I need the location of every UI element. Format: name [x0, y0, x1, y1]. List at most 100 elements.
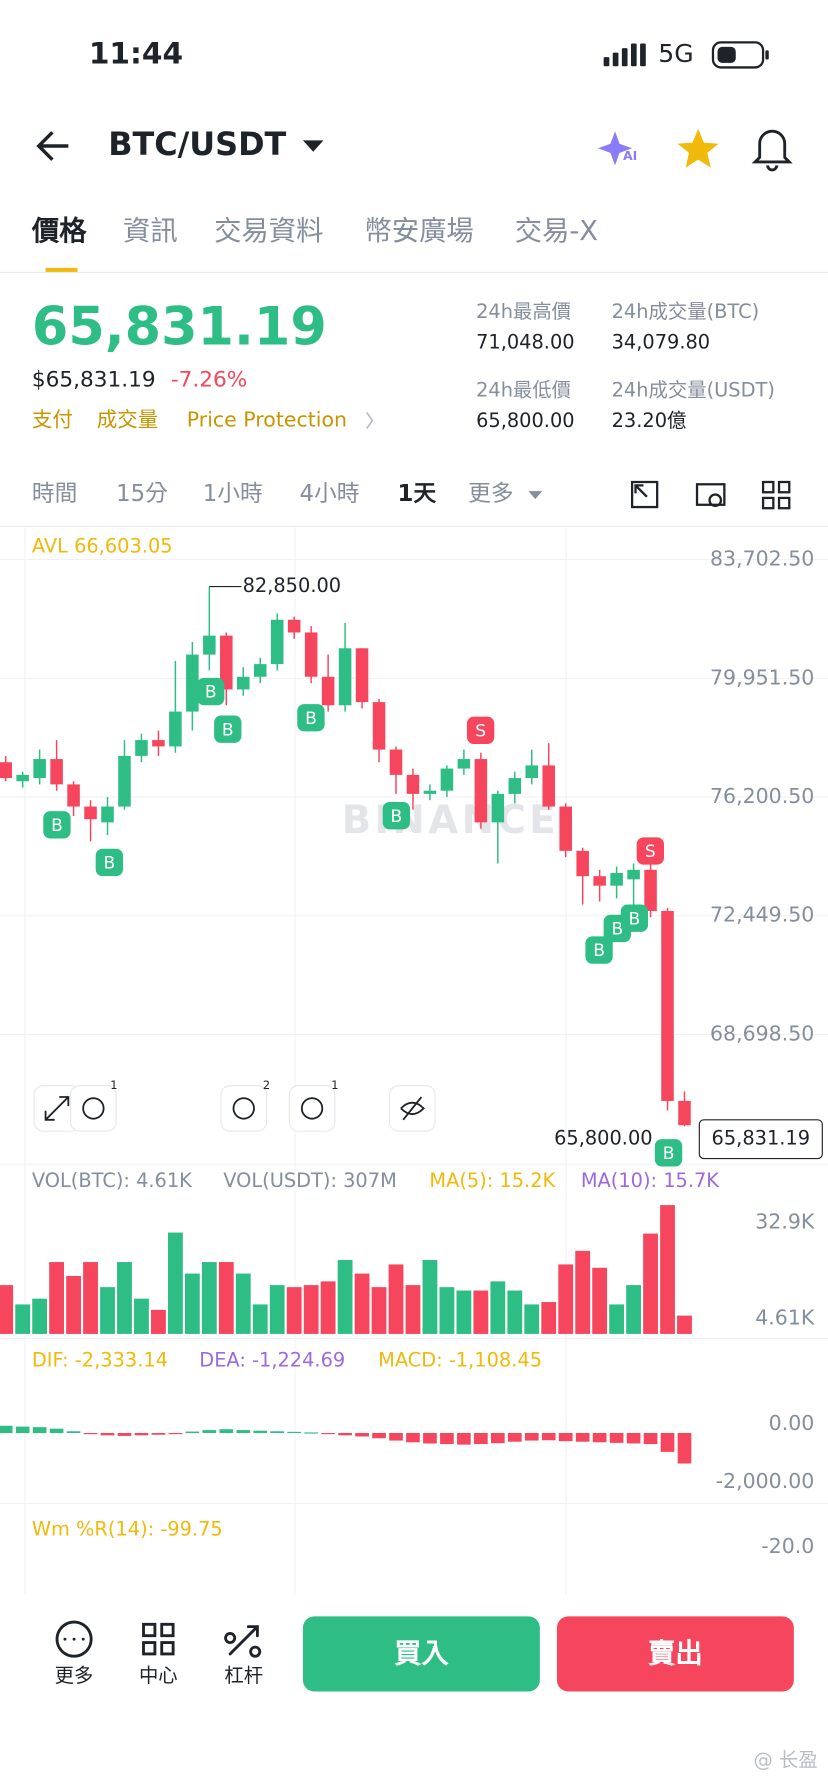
last-price-label: 65,831.19: [712, 1127, 811, 1150]
trade-marker-label: B: [222, 720, 234, 740]
macd-bar: [0, 1425, 13, 1434]
trade-marker-label: S: [475, 721, 486, 741]
macd-bar: [185, 1431, 200, 1434]
candle-body: [0, 762, 12, 779]
volume-bar: [252, 1304, 268, 1334]
volume-bar: [439, 1287, 455, 1334]
tool-badge: 1: [110, 1078, 117, 1092]
macd-legend: DIF: -2,333.14: [32, 1349, 168, 1372]
volume-bar: [405, 1285, 421, 1334]
macd-bar: [660, 1433, 675, 1452]
macd-bar: [626, 1433, 641, 1444]
ai-icon[interactable]: [597, 131, 633, 166]
candle-body: [661, 910, 674, 1101]
candle-body: [644, 869, 657, 911]
candle-body: [474, 759, 488, 823]
avl-label: AVL 66,603.05: [32, 534, 173, 557]
macd-bar: [440, 1433, 454, 1445]
wr-legend: Wm %R(14): -99.75: [32, 1517, 223, 1540]
action-label[interactable]: 更多: [55, 1664, 94, 1687]
pair-dropdown[interactable]: [302, 140, 324, 152]
action-label[interactable]: 中心: [139, 1664, 178, 1687]
more-dropdown[interactable]: [528, 491, 543, 500]
candle-body: [33, 759, 46, 779]
candle-body: [101, 806, 114, 823]
candle-body: [338, 648, 352, 706]
volume-bar: [354, 1273, 370, 1334]
interval[interactable]: 15分: [116, 481, 168, 507]
tab[interactable]: 交易資料: [214, 216, 323, 247]
y-tick-label: 0.00: [769, 1411, 815, 1435]
source-watermark: @ 长盈: [754, 1749, 818, 1772]
volume-bar: [286, 1287, 302, 1334]
tab[interactable]: 幣安廣場: [364, 216, 473, 247]
tool-glyphs: [44, 1096, 425, 1121]
macd-bar: [592, 1433, 607, 1443]
action-icon[interactable]: [224, 1625, 262, 1658]
trade-marker: [197, 677, 225, 706]
sell-button[interactable]: [556, 1616, 794, 1692]
candle-body: [576, 850, 589, 877]
sell-label[interactable]: 賣出: [648, 1639, 703, 1670]
macd-bar: [524, 1433, 539, 1441]
macd-bar: [558, 1433, 573, 1442]
tab[interactable]: 價格: [31, 216, 87, 247]
candle-body: [355, 648, 369, 703]
interval[interactable]: 更多: [468, 481, 514, 507]
chart-tools[interactable]: [33, 1085, 436, 1132]
stat-value: 65,800.00: [476, 409, 575, 432]
back-button[interactable]: [36, 131, 69, 161]
action-icon[interactable]: [55, 1620, 93, 1658]
macd-bar: [457, 1433, 471, 1445]
interval[interactable]: 1小時: [203, 481, 263, 507]
favorite-icon[interactable]: [677, 128, 719, 168]
volume-bar: [100, 1287, 115, 1334]
volume-bar: [0, 1285, 14, 1334]
clock: 11:44: [89, 36, 183, 70]
candle-body: [152, 740, 165, 747]
trade-marker: [297, 704, 325, 732]
candle-body: [508, 778, 522, 794]
action-label[interactable]: 杠杆: [224, 1664, 263, 1687]
interval[interactable]: 時間: [32, 481, 78, 507]
interval[interactable]: 1天: [397, 481, 436, 507]
volume-bar: [151, 1309, 166, 1334]
tab[interactable]: 交易-X: [515, 216, 598, 247]
volume-bar: [473, 1290, 489, 1334]
trade-marker: [214, 715, 242, 743]
candle-body: [287, 619, 301, 633]
macd-bar: [253, 1430, 268, 1434]
tab[interactable]: 資訊: [123, 216, 178, 247]
price-link[interactable]: 支付: [32, 407, 73, 431]
stat-label: 24h成交量(USDT): [612, 378, 775, 401]
candle-body: [610, 873, 623, 886]
chart-settings-icons[interactable]: [630, 480, 791, 510]
macd-bar: [287, 1431, 302, 1434]
volume-bar: [218, 1262, 234, 1334]
trade-marker-label: B: [205, 683, 217, 703]
interval[interactable]: 4小時: [300, 481, 360, 507]
trade-marker-label: B: [593, 941, 605, 961]
price-link[interactable]: Price Protection: [187, 407, 347, 431]
candle-body: [457, 759, 471, 769]
alert-icon[interactable]: [751, 129, 793, 172]
volume-legend: MA(10): 15.7K: [581, 1169, 720, 1192]
y-tick-label: 76,200.50: [710, 784, 814, 808]
candle-body: [593, 876, 606, 886]
buy-button[interactable]: [302, 1616, 540, 1692]
volume-bar: [371, 1287, 387, 1334]
macd-bar: [270, 1431, 285, 1434]
action-icon[interactable]: [142, 1622, 175, 1656]
trade-marker-label: B: [305, 709, 317, 729]
candle-body: [372, 702, 386, 750]
last-price-box: [698, 1119, 823, 1160]
macd-bar: [304, 1432, 318, 1434]
high-label: 82,850.00: [243, 574, 342, 597]
price-link[interactable]: 成交量: [97, 407, 159, 431]
low-label: 65,800.00: [554, 1127, 653, 1150]
buy-label[interactable]: 買入: [394, 1639, 449, 1670]
tab-indicator: [45, 267, 78, 273]
trade-marker: [95, 848, 124, 877]
macd-bar: [49, 1428, 64, 1434]
